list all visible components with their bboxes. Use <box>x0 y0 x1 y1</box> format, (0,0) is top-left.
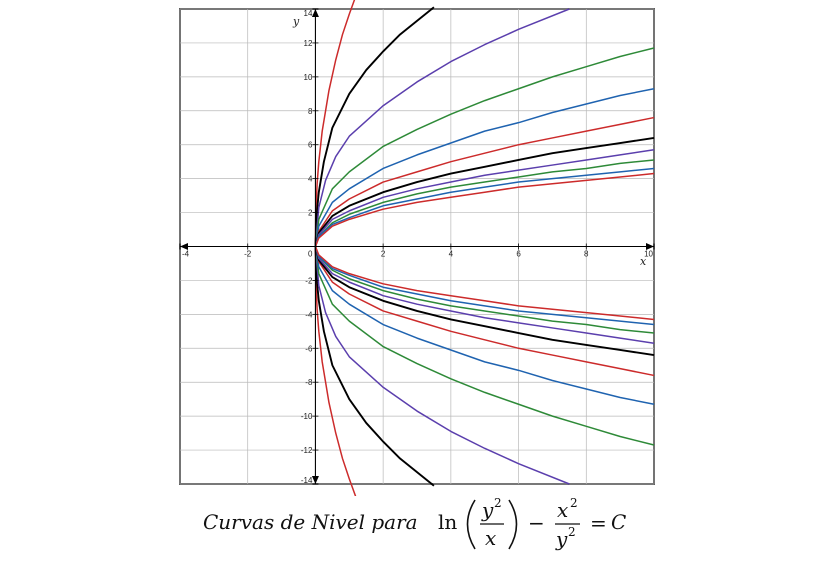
eq-y-exponent: 2 <box>494 496 502 510</box>
y-tick-label: 10 <box>304 73 313 82</box>
caption-text: Curvas de Nivel para <box>203 510 418 534</box>
y-axis-bottom-arrow <box>311 476 319 484</box>
y-tick-label: 2 <box>308 209 313 218</box>
level-curve-lower-1 <box>314 246 435 487</box>
level-curve-upper-7 <box>314 149 655 247</box>
y-axis-label: y <box>292 15 300 28</box>
level-curve-upper-3 <box>314 47 655 247</box>
eq-y-denominator-exponent: 2 <box>568 525 576 539</box>
y-tick-label: -8 <box>305 378 313 387</box>
y-tick-label: 6 <box>308 141 313 150</box>
x-axis-left-arrow <box>180 243 188 250</box>
x-axis-right-arrow <box>646 243 654 250</box>
y-tick-label: 14 <box>304 9 313 18</box>
level-curve-lower-8 <box>314 246 655 334</box>
eq-x-numerator: x <box>557 498 568 522</box>
level-curve-lower-7 <box>314 246 655 344</box>
x-tick-label: 10 <box>644 250 653 259</box>
caption: Curvas de Nivel para ln y 2 x − x 2 y 2 … <box>203 496 626 551</box>
eq-x-denominator: x <box>485 526 496 550</box>
level-curve-lower-5 <box>314 246 655 377</box>
curves <box>314 0 655 496</box>
level-curve-upper-10 <box>314 172 655 247</box>
level-curve-lower-9 <box>314 246 655 326</box>
level-curve-upper-8 <box>314 159 655 247</box>
eq-constant: C <box>611 510 626 534</box>
x-tick-label: 6 <box>516 250 521 259</box>
level-curve-lower-6 <box>314 246 655 357</box>
grid <box>179 8 655 485</box>
eq-y-numerator: y <box>481 498 494 522</box>
y-tick-label: -14 <box>301 476 313 485</box>
y-tick-label: 4 <box>308 175 313 184</box>
y-tick-label: 8 <box>308 107 313 116</box>
level-curve-upper-5 <box>314 116 655 247</box>
level-curve-upper-2 <box>314 8 570 247</box>
level-curve-upper-4 <box>314 87 655 247</box>
level-curve-lower-4 <box>314 246 655 406</box>
axes <box>179 8 655 485</box>
level-curve-lower-0 <box>314 246 357 496</box>
level-curve-lower-2 <box>314 246 570 485</box>
level-curve-upper-6 <box>314 136 655 247</box>
x-tick-label: -4 <box>182 250 190 259</box>
eq-x-exponent: 2 <box>570 496 578 510</box>
eq-equals: = <box>590 511 607 535</box>
x-tick-label: 8 <box>584 250 589 259</box>
level-curve-lower-3 <box>314 246 655 446</box>
eq-left-paren <box>466 499 476 550</box>
y-axis-top-arrow <box>311 9 319 17</box>
level-curve-lower-10 <box>314 246 655 321</box>
x-tick-label: 2 <box>381 250 386 259</box>
y-tick-label: -4 <box>305 310 313 319</box>
eq-ln: ln <box>438 510 457 534</box>
y-tick-label: -10 <box>301 412 313 421</box>
x-tick-label: -2 <box>244 250 252 259</box>
eq-minus: − <box>528 511 545 535</box>
x-tick-label: 4 <box>449 250 454 259</box>
level-curves-chart: -4 -2 0 2 4 6 8 10 -14 -12 -10 -8 -6 -4 -2 2 4 6 8 10 12 14 x… <box>179 0 655 496</box>
level-curve-upper-1 <box>314 6 435 247</box>
y-tick-label: -2 <box>305 276 313 285</box>
eq-y-denominator: y <box>555 527 568 551</box>
tick-labels: -4 -2 0 2 4 6 8 10 -14 -12 -10 -8 -6 -4 -2 2 4 6 8 10 12 14 <box>182 9 654 485</box>
level-curve-upper-0 <box>314 0 356 247</box>
y-tick-label: 12 <box>304 39 313 48</box>
level-curve-upper-9 <box>314 167 655 247</box>
x-axis-label: x <box>640 255 647 268</box>
y-tick-label: -12 <box>301 446 313 455</box>
y-tick-label: -6 <box>305 344 313 353</box>
eq-right-paren <box>508 499 518 550</box>
x-tick-label: 0 <box>308 250 313 259</box>
